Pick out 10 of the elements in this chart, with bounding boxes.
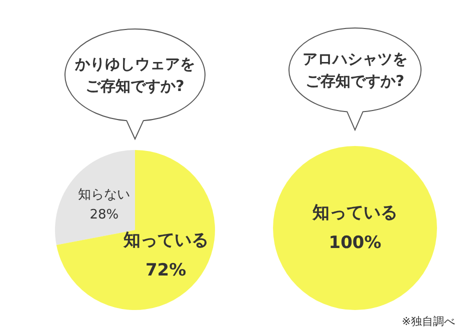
text: ※独自調べ (402, 315, 455, 328)
data-label: 28% (90, 207, 119, 222)
pie-slice (56, 150, 215, 310)
chart-title: アロハシャツをご存知ですか? (302, 49, 408, 92)
slice-label: 知らない (78, 187, 130, 202)
data-label: 72% (145, 260, 186, 280)
chart-title: かりゆしウェアをご存知ですか? (74, 54, 196, 97)
slice-label: 知っている (122, 230, 208, 250)
data-label: 100% (328, 233, 382, 253)
slice-label: 知っている (312, 203, 398, 223)
